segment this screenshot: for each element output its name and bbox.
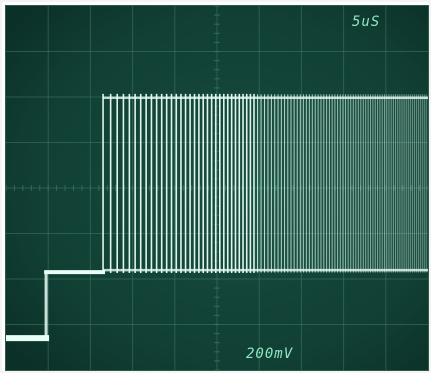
blur-haze [254, 94, 428, 273]
time-per-division-label: 5uS [352, 14, 380, 30]
volts-per-division-label: 200mV [246, 346, 294, 362]
signal-trace [6, 93, 428, 342]
oscilloscope-plot: 5uS 200mV [6, 6, 428, 370]
oscilloscope-screen: 5uS 200mV [5, 5, 429, 371]
